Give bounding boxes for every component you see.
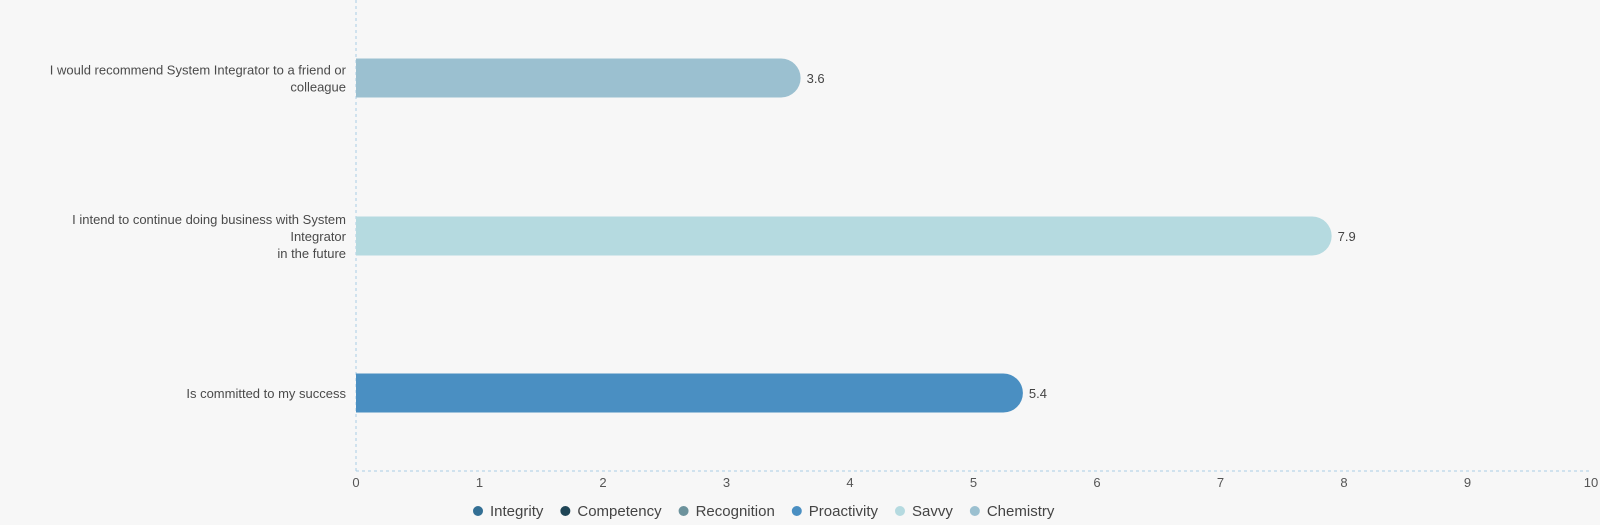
x-tick-label: 0 (352, 475, 359, 490)
x-tick-label: 9 (1464, 475, 1471, 490)
data-label: 5.4 (1029, 386, 1047, 401)
x-tick-label: 6 (1093, 475, 1100, 490)
category-label: in the future (277, 246, 346, 261)
legend-marker[interactable] (894, 506, 905, 516)
category-label: colleague (290, 80, 346, 95)
legend-marker[interactable] (791, 506, 802, 516)
bar[interactable] (356, 373, 1023, 413)
x-tick-label: 5 (970, 475, 977, 490)
legend-marker[interactable] (473, 506, 483, 516)
legend-marker[interactable] (969, 506, 980, 516)
x-tick-label: 3 (723, 475, 730, 490)
legend-label[interactable]: Savvy (912, 503, 953, 520)
category-label: Integrator (290, 229, 346, 244)
x-tick-label: 1 (476, 475, 483, 490)
legend-label[interactable]: Chemistry (987, 503, 1055, 520)
legend-label[interactable]: Integrity (490, 503, 544, 520)
x-tick-label: 8 (1340, 475, 1347, 490)
legend-label[interactable]: Competency (577, 503, 662, 520)
legend-marker[interactable] (678, 506, 689, 516)
legend-label[interactable]: Recognition (696, 503, 775, 520)
legend-marker[interactable] (560, 506, 571, 516)
bar[interactable] (356, 216, 1332, 256)
data-label: 7.9 (1338, 229, 1356, 244)
x-tick-label: 4 (846, 475, 853, 490)
x-tick-label: 7 (1217, 475, 1224, 490)
data-label: 3.6 (807, 71, 825, 86)
category-label: I would recommend System Integrator to a… (50, 63, 347, 78)
category-label: Is committed to my success (186, 386, 346, 401)
x-tick-label: 10 (1584, 475, 1598, 490)
x-tick-label: 2 (599, 475, 606, 490)
legend-label[interactable]: Proactivity (809, 503, 879, 520)
bar[interactable] (356, 58, 801, 98)
category-label: I intend to continue doing business with… (72, 212, 346, 227)
